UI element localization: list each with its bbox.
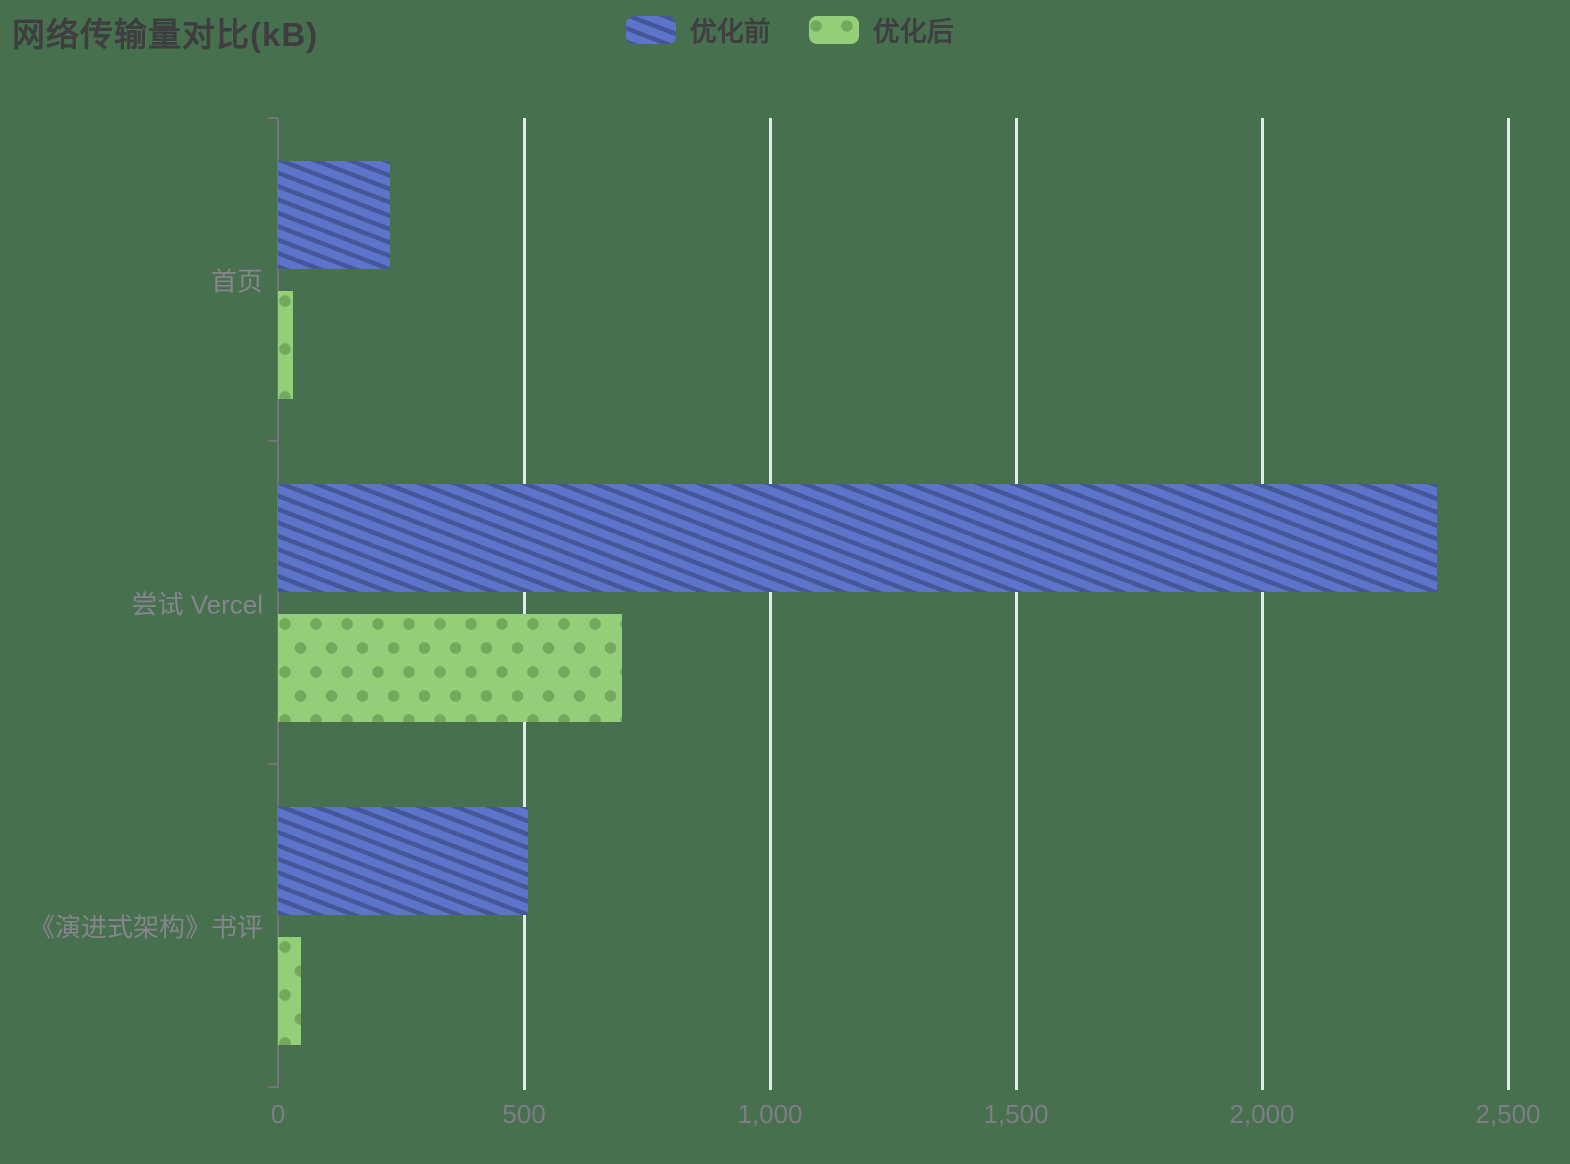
x-tick-label: 2,000 bbox=[1229, 1099, 1295, 1129]
legend-label-before: 优化前 bbox=[689, 17, 771, 47]
y-axis-tick bbox=[268, 117, 278, 119]
x-tick-label: 500 bbox=[502, 1099, 546, 1129]
legend: 优化前 优化后 bbox=[625, 10, 954, 49]
x-tick-label: 1,500 bbox=[983, 1099, 1049, 1129]
gridline bbox=[522, 118, 526, 1090]
gridline bbox=[1506, 118, 1510, 1090]
bar-优化后-首页[interactable] bbox=[278, 290, 293, 399]
bar-优化后-尝试 Vercel[interactable] bbox=[278, 613, 623, 722]
gridline bbox=[1260, 118, 1264, 1090]
y-axis-line bbox=[277, 118, 279, 1088]
legend-item-before[interactable]: 优化前 bbox=[625, 10, 771, 49]
y-axis-tick bbox=[268, 763, 278, 765]
legend-swatch-dots-icon bbox=[808, 15, 859, 44]
category-label: 尝试 Vercel bbox=[131, 589, 264, 619]
x-tick-label: 2,500 bbox=[1475, 1099, 1541, 1129]
bar-优化前-尝试 Vercel[interactable] bbox=[278, 483, 1437, 592]
category-label: 《演进式架构》书评 bbox=[28, 912, 263, 942]
legend-label-after: 优化后 bbox=[872, 17, 954, 47]
bar-优化前-首页[interactable] bbox=[278, 160, 391, 269]
legend-swatch-stripes-icon bbox=[625, 15, 676, 44]
gridline bbox=[1014, 118, 1018, 1090]
category-label: 首页 bbox=[210, 266, 263, 296]
legend-item-after[interactable]: 优化后 bbox=[808, 10, 954, 49]
x-tick-label: 1,000 bbox=[737, 1099, 803, 1129]
y-axis-tick bbox=[268, 1086, 278, 1088]
bar-优化前-《演进式架构》书评[interactable] bbox=[278, 806, 528, 915]
bar-优化后-《演进式架构》书评[interactable] bbox=[278, 936, 301, 1045]
y-axis-tick bbox=[268, 440, 278, 442]
x-tick-label: 0 bbox=[270, 1099, 286, 1129]
chart-title: 网络传输量对比(kB) bbox=[12, 16, 319, 53]
gridline bbox=[768, 118, 772, 1090]
